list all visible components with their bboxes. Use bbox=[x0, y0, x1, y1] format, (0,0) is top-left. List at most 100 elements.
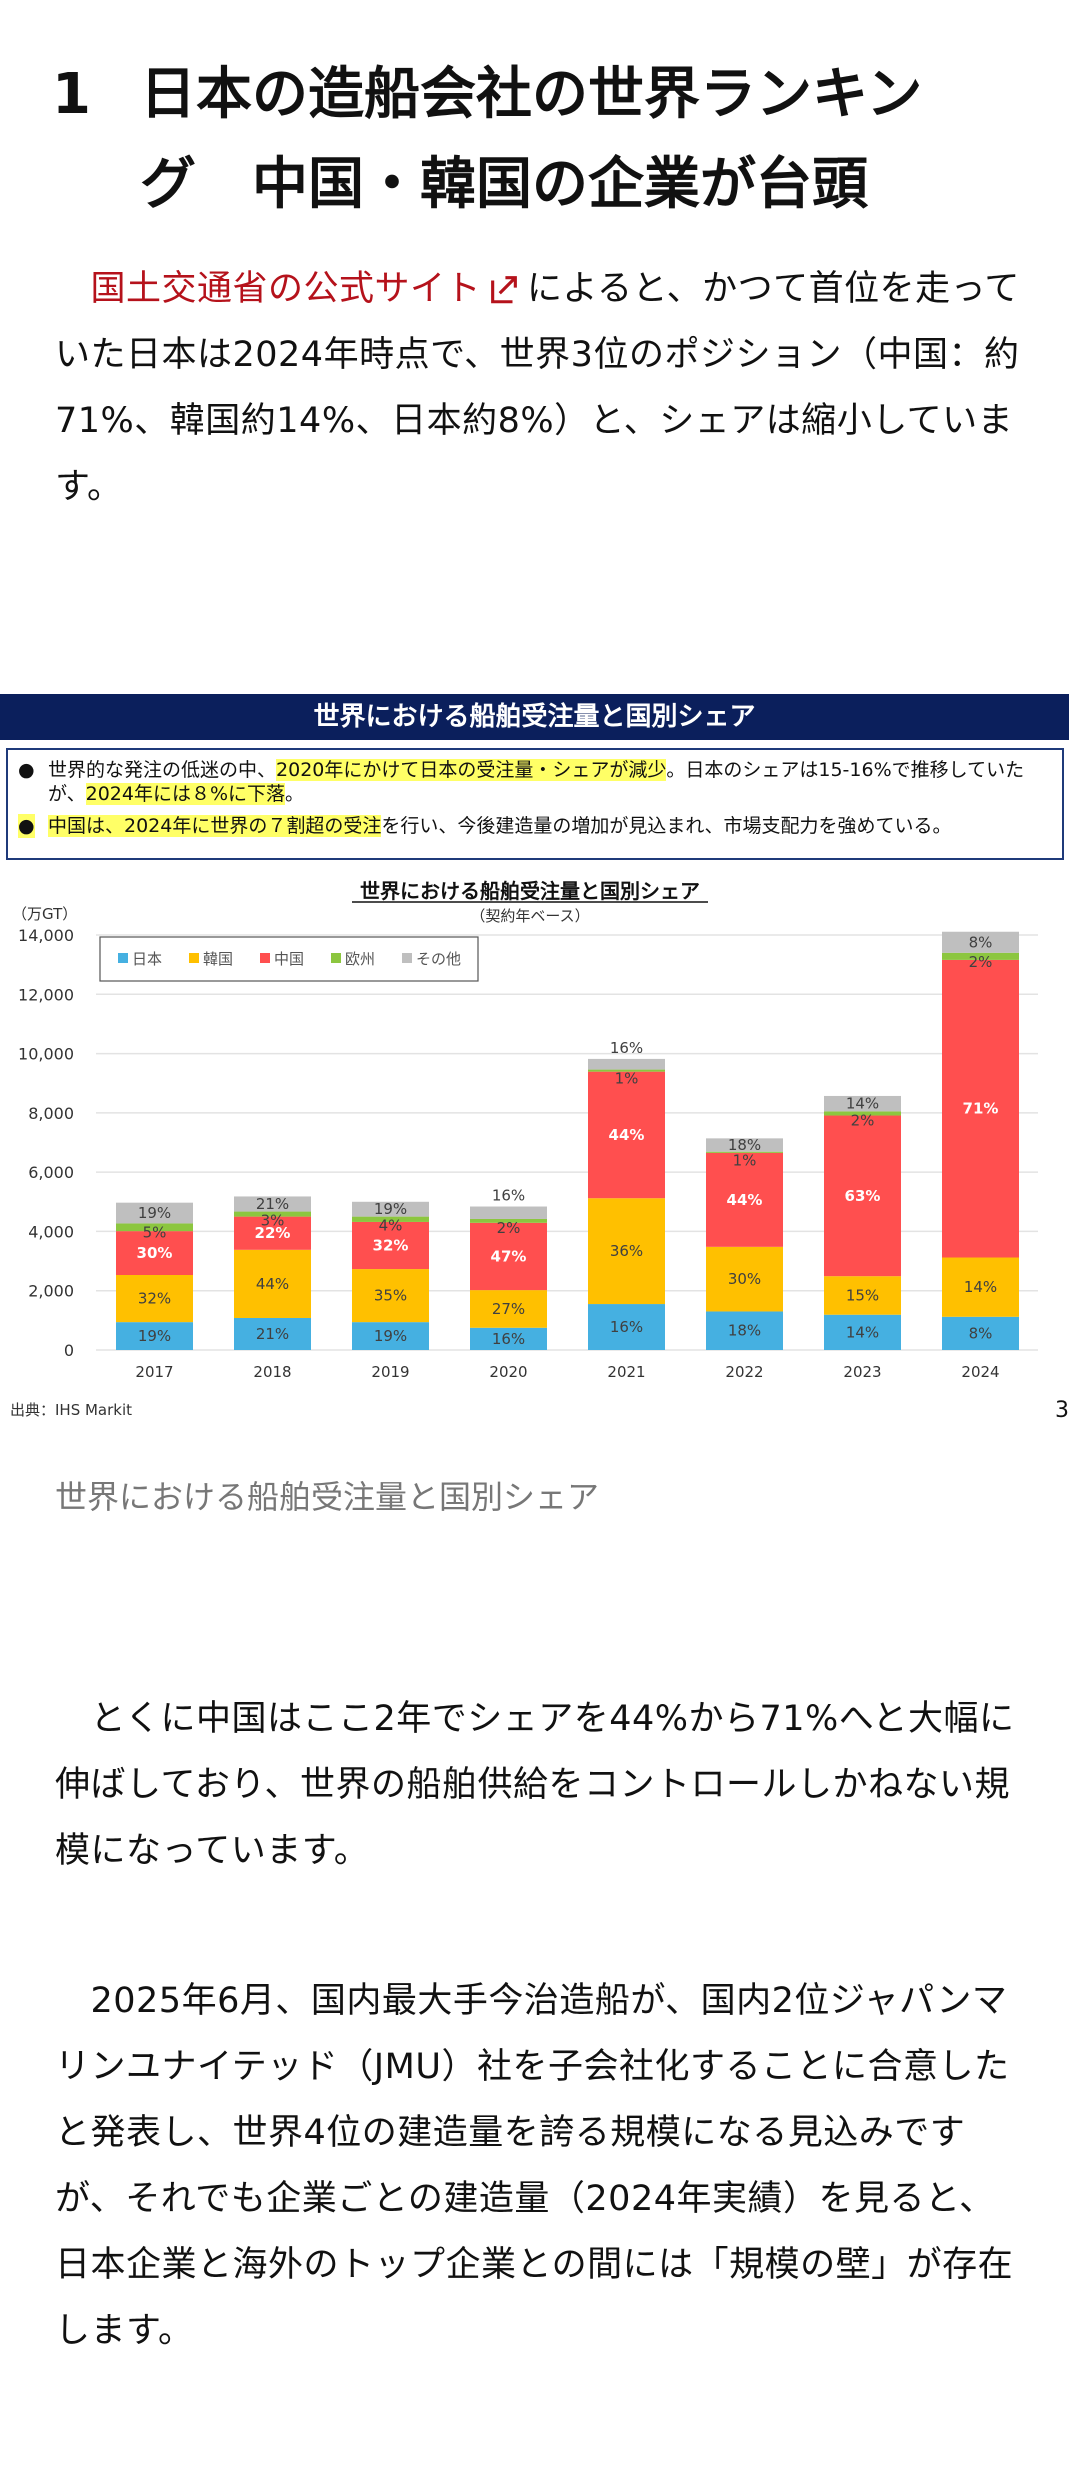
bar-segment-欧州 bbox=[824, 1111, 901, 1116]
bar-segment-日本 bbox=[706, 1311, 783, 1350]
legend-swatch bbox=[189, 953, 199, 963]
heading-line1: 日本の造船会社の世界ランキン bbox=[140, 62, 923, 127]
data-label: 2% bbox=[497, 1219, 521, 1237]
legend-label: その他 bbox=[416, 950, 461, 968]
chart-subtitle: （契約年ベース） bbox=[470, 907, 589, 925]
x-tick-label: 2020 bbox=[489, 1363, 527, 1381]
legend-label: 日本 bbox=[132, 950, 162, 968]
bar-segment-中国 bbox=[470, 1222, 547, 1291]
bar-segment-韓国 bbox=[470, 1290, 547, 1328]
data-label: 14% bbox=[964, 1278, 997, 1296]
data-label: 35% bbox=[374, 1287, 407, 1305]
merger-paragraph: 2025年6月、国内最大手今治造船が、国内2位ジャパンマリンユナイテッド（JMU… bbox=[55, 1981, 1014, 2351]
y-axis-unit: （万GT） bbox=[12, 905, 77, 923]
bar-segment-韓国 bbox=[352, 1269, 429, 1323]
legend-box bbox=[99, 936, 479, 982]
data-label: 14% bbox=[846, 1323, 879, 1341]
bar-segment-中国 bbox=[352, 1221, 429, 1270]
data-label: 71% bbox=[963, 1100, 999, 1118]
x-tick-label: 2023 bbox=[843, 1363, 881, 1381]
intro-paragraph: 国土交通省の公式サイト によると、かつて首位を走っていた日本は2024年時点で、世… bbox=[55, 256, 1020, 520]
data-label: 3% bbox=[261, 1212, 285, 1230]
indent bbox=[55, 269, 91, 309]
data-label: 32% bbox=[138, 1290, 171, 1308]
bullet-text: 。日本のシェアは15-16%で推移していたが、 bbox=[48, 759, 1025, 805]
bar-segment-日本 bbox=[470, 1327, 547, 1350]
bar-segment-中国 bbox=[588, 1071, 665, 1199]
legend-label: 欧州 bbox=[345, 950, 375, 968]
data-label: 44% bbox=[609, 1126, 645, 1144]
legend-swatch bbox=[331, 953, 341, 963]
data-label: 19% bbox=[138, 1327, 171, 1345]
data-label: 19% bbox=[374, 1200, 407, 1218]
data-label: 30% bbox=[137, 1244, 173, 1262]
y-tick-label: 12,000 bbox=[18, 985, 74, 1004]
data-label: 21% bbox=[256, 1195, 289, 1213]
bar-segment-韓国 bbox=[116, 1275, 193, 1323]
bar-segment-欧州 bbox=[234, 1211, 311, 1217]
x-tick-label: 2017 bbox=[135, 1363, 173, 1381]
data-label: 19% bbox=[138, 1204, 171, 1222]
bar-segment-その他 bbox=[116, 1202, 193, 1224]
bar-segment-欧州 bbox=[470, 1218, 547, 1223]
bar-segment-欧州 bbox=[942, 952, 1019, 960]
chart-title: 世界における船舶受注量と国別シェア bbox=[360, 879, 700, 903]
summary-bullet-2: ● 中国は、2024年に世界の７割超の受注を行い、今後建造量の増加が見込まれ、市場… bbox=[18, 814, 1052, 838]
data-label: 27% bbox=[492, 1300, 525, 1318]
data-label: 18% bbox=[728, 1136, 761, 1154]
data-label: 16% bbox=[492, 1330, 525, 1348]
summary-bullet-1: ● 世界的な発注の低迷の中、2020年にかけて日本の受注量・シェアが減少。日本のシ… bbox=[18, 758, 1052, 806]
y-tick-label: 14,000 bbox=[18, 926, 74, 945]
bar-segment-日本 bbox=[352, 1322, 429, 1350]
y-tick-label: 0 bbox=[64, 1341, 74, 1360]
bar-segment-韓国 bbox=[706, 1246, 783, 1312]
data-label: 2% bbox=[851, 1111, 875, 1129]
data-label: 1% bbox=[615, 1070, 639, 1088]
bar-segment-日本 bbox=[824, 1314, 901, 1350]
data-label: 8% bbox=[969, 933, 993, 951]
data-label: 16% bbox=[492, 1187, 525, 1205]
bar-segment-中国 bbox=[116, 1231, 193, 1276]
bar-segment-日本 bbox=[588, 1304, 665, 1350]
bullet-text: 。 bbox=[285, 783, 305, 805]
x-tick-label: 2019 bbox=[371, 1363, 409, 1381]
bar-segment-その他 bbox=[942, 931, 1019, 953]
bar-segment-その他 bbox=[706, 1138, 783, 1152]
bar-segment-その他 bbox=[352, 1201, 429, 1217]
legend-label: 韓国 bbox=[203, 950, 233, 968]
highlighted-text: 2024年には８%に下落 bbox=[85, 783, 286, 805]
slide-page-number: 3 bbox=[1055, 1398, 1069, 1423]
y-tick-label: 8,000 bbox=[28, 1104, 74, 1123]
data-label: 44% bbox=[256, 1275, 289, 1293]
data-label: 44% bbox=[727, 1191, 763, 1209]
heading-line2: グ 中国・韓国の企業が台頭 bbox=[140, 152, 868, 217]
mlit-official-site-link[interactable]: 国土交通省の公式サイト bbox=[91, 269, 528, 309]
legend-label: 中国 bbox=[274, 950, 304, 968]
bar-segment-その他 bbox=[234, 1196, 311, 1212]
bar-segment-欧州 bbox=[588, 1069, 665, 1072]
data-label: 63% bbox=[845, 1187, 881, 1205]
heading-number: 1 bbox=[52, 62, 91, 127]
bullet-dot: ● bbox=[18, 814, 35, 838]
external-link-icon bbox=[491, 276, 517, 304]
data-label: 36% bbox=[610, 1242, 643, 1260]
x-tick-label: 2021 bbox=[607, 1363, 645, 1381]
data-label: 4% bbox=[379, 1217, 403, 1235]
bullet-text: 世界的な発注の低迷の中、 bbox=[48, 759, 277, 781]
stacked-bar-chart: 世界における船舶受注量と国別シェア （契約年ベース） （万GT） 0 2,000 4… bbox=[10, 879, 1069, 1423]
bar-segment-韓国 bbox=[234, 1249, 311, 1318]
legend-swatch bbox=[260, 953, 270, 963]
bar-segment-韓国 bbox=[824, 1276, 901, 1315]
bar-segment-韓国 bbox=[588, 1198, 665, 1305]
legend-swatch bbox=[402, 953, 412, 963]
bar-segment-中国 bbox=[234, 1216, 311, 1250]
y-tick-label: 2,000 bbox=[28, 1282, 74, 1301]
data-label: 16% bbox=[610, 1039, 643, 1057]
highlighted-text: 中国は、2024年に世界の７割超の受注 bbox=[48, 815, 382, 837]
data-label: 2% bbox=[969, 953, 993, 971]
bar-segment-日本 bbox=[234, 1317, 311, 1350]
data-label: 30% bbox=[728, 1270, 761, 1288]
bullet-dot: ● bbox=[18, 759, 35, 781]
data-label: 14% bbox=[846, 1095, 879, 1113]
section-heading: 1 日本の造船会社の世界ランキン グ 中国・韓国の企業が台頭 bbox=[52, 50, 1042, 230]
